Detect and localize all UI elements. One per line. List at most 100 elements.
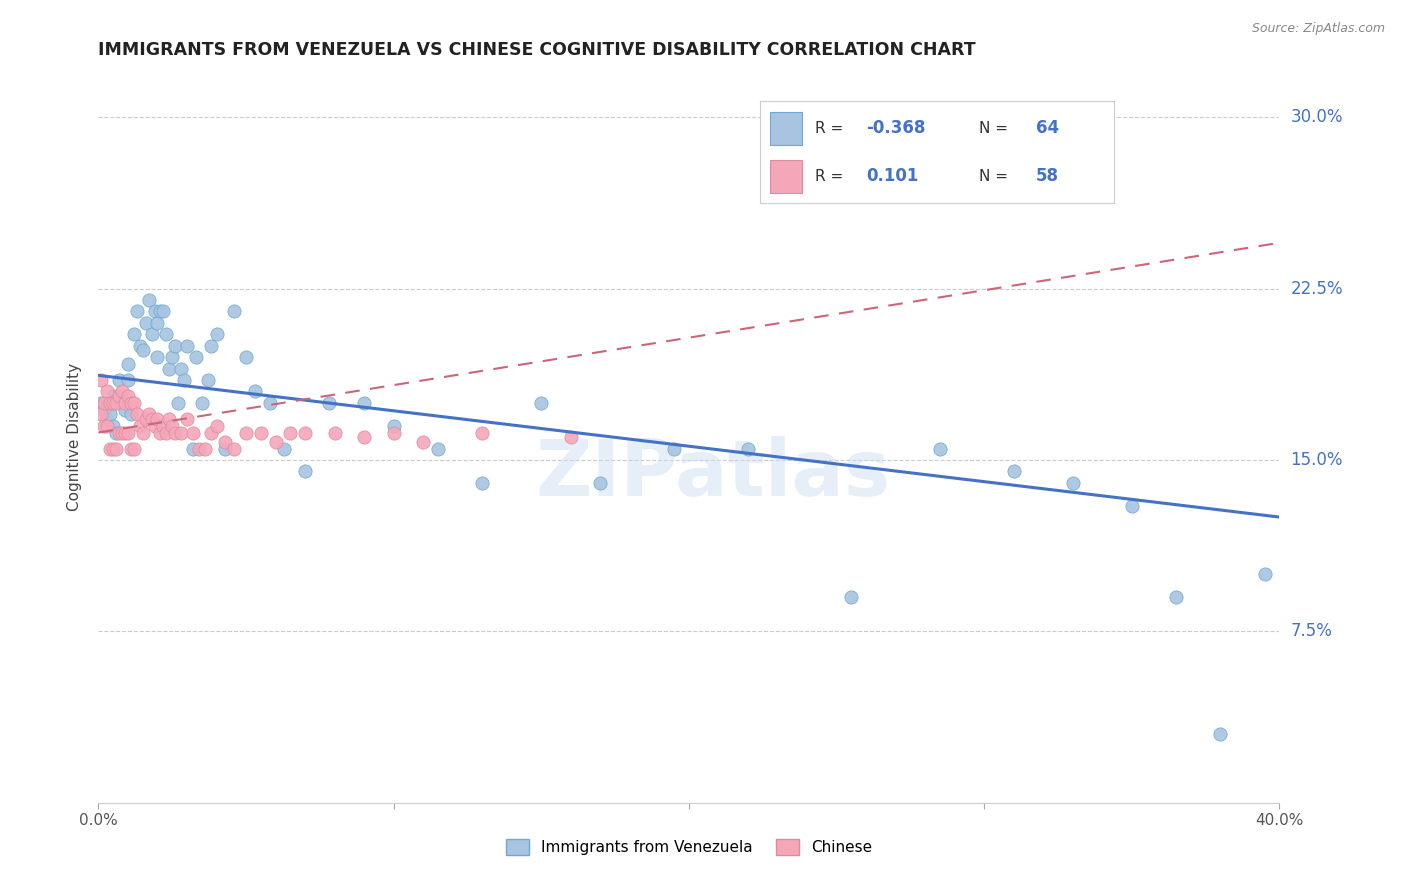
Point (108, 425, 131, 440)
Point (120, 407, 142, 421)
Point (273, 442, 295, 456)
Point (132, 343, 155, 358)
Point (114, 425, 136, 440)
Point (111, 425, 134, 440)
Point (90, 396, 112, 410)
Point (132, 425, 155, 440)
Point (117, 357, 139, 371)
Point (294, 425, 316, 440)
Point (96, 418, 118, 433)
Legend: Immigrants from Venezuela, Chinese: Immigrants from Venezuela, Chinese (501, 833, 877, 861)
Point (194, 442, 217, 456)
Point (205, 327, 228, 342)
Point (1254, 567, 1277, 582)
Point (98, 396, 121, 410)
Point (280, 425, 302, 440)
Text: IMMIGRANTS FROM VENEZUELA VS CHINESE COGNITIVE DISABILITY CORRELATION CHART: IMMIGRANTS FROM VENEZUELA VS CHINESE COG… (98, 41, 976, 59)
Point (117, 373, 139, 387)
Point (1062, 475, 1084, 490)
Point (143, 418, 166, 433)
Point (96, 384, 118, 399)
Point (149, 425, 172, 440)
Point (98, 407, 121, 421)
Text: Source: ZipAtlas.com: Source: ZipAtlas.com (1251, 22, 1385, 36)
Point (176, 338, 198, 352)
Point (117, 425, 139, 440)
Point (135, 412, 157, 426)
Point (125, 304, 148, 318)
Point (114, 402, 136, 417)
Point (382, 425, 405, 440)
Point (105, 396, 128, 410)
Point (412, 434, 434, 449)
Point (214, 442, 236, 456)
Point (105, 442, 128, 456)
Point (125, 407, 148, 421)
Point (224, 304, 246, 318)
Point (135, 316, 157, 330)
Point (1209, 727, 1232, 741)
Point (152, 418, 174, 433)
Point (200, 425, 222, 440)
Point (170, 361, 193, 376)
Point (138, 293, 160, 307)
Point (120, 442, 142, 456)
Point (162, 350, 183, 364)
Text: 30.0%: 30.0% (1291, 108, 1343, 126)
Point (173, 373, 195, 387)
Point (111, 396, 134, 410)
Point (191, 396, 214, 410)
Point (103, 396, 125, 410)
Point (122, 327, 145, 342)
Point (737, 442, 759, 456)
Point (165, 338, 187, 352)
Point (664, 442, 686, 456)
Point (170, 425, 193, 440)
Point (353, 396, 375, 410)
Text: 22.5%: 22.5% (1291, 279, 1343, 298)
Point (103, 442, 125, 456)
Point (93, 418, 115, 433)
Text: 7.5%: 7.5% (1291, 623, 1333, 640)
Text: ZIPatlas: ZIPatlas (536, 435, 890, 512)
Point (117, 389, 139, 403)
Point (259, 396, 281, 410)
Point (197, 373, 219, 387)
Point (108, 373, 131, 387)
Point (105, 425, 128, 440)
Point (1002, 464, 1025, 478)
Point (149, 304, 172, 318)
Point (250, 425, 273, 440)
Point (143, 304, 166, 318)
Point (146, 412, 169, 426)
Point (157, 361, 180, 376)
Point (155, 425, 177, 440)
Point (235, 425, 257, 440)
Point (353, 430, 375, 444)
Point (167, 396, 190, 410)
Point (589, 475, 612, 490)
Point (184, 350, 207, 364)
Point (114, 396, 136, 410)
Point (108, 389, 131, 403)
Point (103, 418, 125, 433)
Point (264, 434, 287, 449)
Point (294, 464, 316, 478)
Point (1121, 499, 1143, 513)
Point (120, 396, 142, 410)
Point (187, 442, 209, 456)
Point (530, 396, 553, 410)
Point (243, 384, 266, 399)
Point (141, 412, 163, 426)
Y-axis label: Cognitive Disability: Cognitive Disability (67, 363, 83, 511)
Point (382, 418, 405, 433)
Point (103, 389, 125, 403)
Point (181, 425, 204, 440)
Point (157, 412, 180, 426)
Point (138, 407, 160, 421)
Point (560, 430, 582, 444)
Point (235, 350, 257, 364)
Point (224, 442, 246, 456)
Point (128, 338, 150, 352)
Point (155, 327, 177, 342)
